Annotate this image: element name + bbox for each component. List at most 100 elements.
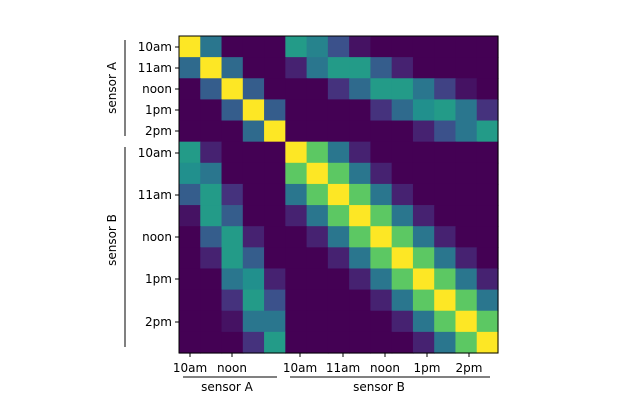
heatmap-cell bbox=[327, 78, 350, 100]
heatmap-cell bbox=[455, 99, 478, 122]
heatmap-cell bbox=[370, 289, 393, 312]
heatmap-cell bbox=[179, 310, 201, 333]
heatmap-cell bbox=[370, 205, 393, 227]
heatmap-cell bbox=[179, 99, 201, 122]
heatmap-cell bbox=[306, 36, 329, 58]
heatmap-cell bbox=[391, 99, 414, 122]
heatmap-cell bbox=[455, 226, 478, 248]
heatmap-cell bbox=[200, 205, 223, 227]
heatmap-cell bbox=[285, 289, 308, 312]
heatmap-cell bbox=[221, 226, 244, 248]
heatmap-cell bbox=[264, 226, 286, 248]
heatmap-cell bbox=[455, 120, 478, 143]
heatmap-cell bbox=[455, 183, 478, 206]
heatmap-cell bbox=[391, 78, 414, 100]
heatmap-cell bbox=[476, 162, 499, 185]
heatmap-cell bbox=[370, 247, 393, 270]
heatmap-cell bbox=[349, 99, 371, 122]
heatmap-cell bbox=[242, 310, 265, 333]
x-ticks: 10am noon 10am 11am noon 1pm 2pm bbox=[173, 353, 482, 375]
heatmap-cell bbox=[476, 331, 499, 354]
heatmap-cell bbox=[370, 162, 393, 185]
heatmap-cell bbox=[327, 247, 350, 270]
heatmap-cell bbox=[476, 247, 499, 270]
x-tick-label: 11am bbox=[326, 361, 360, 375]
heatmap-cell bbox=[349, 141, 371, 164]
heatmap-cell bbox=[434, 289, 457, 312]
heatmap-cell bbox=[391, 289, 414, 312]
heatmap-cell bbox=[434, 310, 457, 333]
heatmap-cell bbox=[179, 120, 201, 143]
heatmap-cell bbox=[264, 289, 286, 312]
group-brackets: sensor A sensor A sensor B sensor B bbox=[105, 40, 490, 394]
heatmap-cell bbox=[327, 36, 350, 58]
heatmap-cell bbox=[412, 99, 435, 122]
heatmap-cell bbox=[476, 99, 499, 122]
heatmap-cell bbox=[391, 120, 414, 143]
heatmap-cell bbox=[264, 247, 286, 270]
heatmap-cell bbox=[434, 141, 457, 164]
heatmap-cell bbox=[455, 331, 478, 354]
heatmap-cell bbox=[285, 141, 308, 164]
heatmap-cell bbox=[476, 57, 499, 79]
heatmap-cell bbox=[242, 120, 265, 143]
heatmap-cell bbox=[476, 183, 499, 206]
y-tick-label: noon bbox=[142, 82, 172, 96]
heatmap-cell bbox=[370, 331, 393, 354]
heatmap-cell bbox=[306, 57, 329, 79]
heatmap-cell bbox=[221, 141, 244, 164]
heatmap-cell bbox=[285, 247, 308, 270]
heatmap-cell bbox=[179, 141, 201, 164]
heatmap-cell bbox=[412, 57, 435, 79]
heatmap-cell bbox=[476, 289, 499, 312]
heatmap-cell bbox=[200, 268, 223, 291]
heatmap-cells bbox=[179, 36, 499, 354]
heatmap-cell bbox=[242, 247, 265, 270]
heatmap-cell bbox=[370, 268, 393, 291]
heatmap-cell bbox=[306, 226, 329, 248]
heatmap-cell bbox=[434, 247, 457, 270]
heatmap-cell bbox=[412, 226, 435, 248]
heatmap-cell bbox=[179, 183, 201, 206]
y-tick-label: 1pm bbox=[145, 272, 172, 286]
heatmap-cell bbox=[200, 99, 223, 122]
heatmap-cell bbox=[412, 310, 435, 333]
heatmap-cell bbox=[221, 99, 244, 122]
heatmap-cell bbox=[264, 183, 286, 206]
heatmap-cell bbox=[285, 120, 308, 143]
heatmap-cell bbox=[221, 183, 244, 206]
heatmap-cell bbox=[327, 289, 350, 312]
heatmap-cell bbox=[200, 120, 223, 143]
heatmap-cell bbox=[476, 36, 499, 58]
heatmap-cell bbox=[434, 57, 457, 79]
heatmap-cell bbox=[412, 247, 435, 270]
heatmap-cell bbox=[179, 205, 201, 227]
heatmap-cell bbox=[412, 289, 435, 312]
heatmap-cell bbox=[264, 268, 286, 291]
heatmap-cell bbox=[242, 36, 265, 58]
heatmap-cell bbox=[306, 268, 329, 291]
heatmap-cell bbox=[476, 226, 499, 248]
heatmap-cell bbox=[434, 205, 457, 227]
heatmap-cell bbox=[455, 268, 478, 291]
heatmap-cell bbox=[434, 36, 457, 58]
heatmap-cell bbox=[179, 57, 201, 79]
y-tick-label: noon bbox=[142, 230, 172, 244]
heatmap-cell bbox=[200, 247, 223, 270]
heatmap-cell bbox=[285, 205, 308, 227]
heatmap-cell bbox=[455, 289, 478, 312]
heatmap-cell bbox=[370, 120, 393, 143]
heatmap-cell bbox=[327, 226, 350, 248]
y-group-label: sensor A bbox=[105, 61, 119, 114]
heatmap-cell bbox=[349, 57, 371, 79]
heatmap-cell bbox=[412, 120, 435, 143]
heatmap-cell bbox=[327, 99, 350, 122]
heatmap-cell bbox=[242, 289, 265, 312]
heatmap-cell bbox=[412, 162, 435, 185]
heatmap-cell bbox=[370, 183, 393, 206]
y-tick-label: 2pm bbox=[145, 315, 172, 329]
heatmap-cell bbox=[412, 36, 435, 58]
heatmap-cell bbox=[306, 120, 329, 143]
heatmap-cell bbox=[349, 36, 371, 58]
heatmap-cell bbox=[327, 205, 350, 227]
